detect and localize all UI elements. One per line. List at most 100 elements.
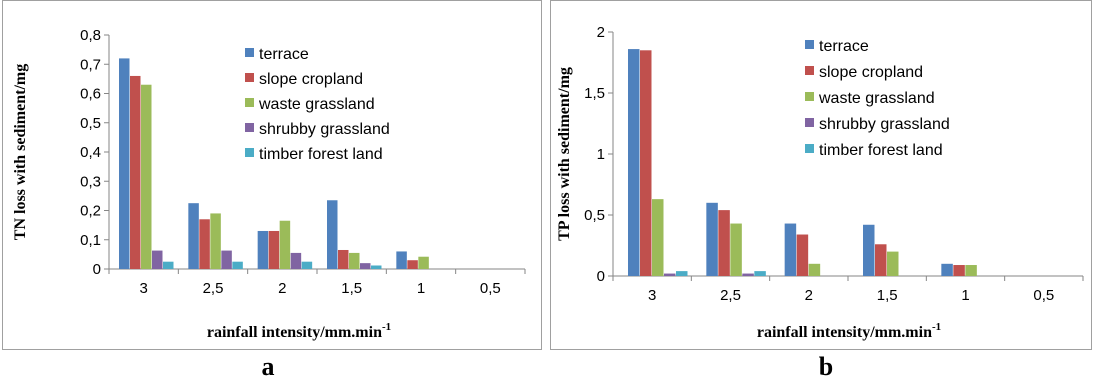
legend-label: shrubby grassland [819, 116, 950, 133]
y-tick-label: 0,2 [80, 203, 101, 220]
legend-label: timber forest land [259, 146, 383, 163]
bar-slope-cropland [953, 265, 965, 276]
bar-terrace [257, 230, 269, 269]
bar-waste-grassland [808, 263, 821, 276]
legend-swatch-slope-cropland [805, 66, 814, 75]
bar-slope-cropland [796, 234, 809, 276]
bar-terrace [941, 263, 953, 276]
x-tick-label: 1 [961, 287, 969, 304]
panel-label-b: b [818, 352, 834, 381]
bar-terrace [628, 49, 640, 276]
bar-waste-grassland [279, 220, 291, 269]
bar-slope-cropland [268, 230, 280, 269]
x-tick-label: 1,5 [341, 280, 362, 297]
y-tick-label: 0,5 [584, 207, 605, 224]
x-tick-label: 0,5 [1033, 287, 1054, 304]
legend-swatch-shrubby-grassland [245, 123, 254, 132]
x-axis-title: rainfall intensity/mm.min-1 [207, 321, 391, 341]
x-axis-title-main: rainfall intensity/mm.min [757, 324, 932, 341]
legend-label: slope cropland [819, 64, 923, 81]
x-axis-title-unit-exponent: -1 [382, 321, 391, 333]
legend-label: terrace [259, 46, 309, 63]
bar-shrubby-grassland [664, 273, 676, 276]
legend-swatch-timber-forest-land [245, 148, 254, 157]
x-tick-label: 2 [805, 287, 813, 304]
bar-slope-cropland [640, 50, 652, 276]
legend-swatch-slope-cropland [245, 73, 254, 82]
bar-waste-grassland [965, 265, 977, 276]
y-tick-label: 0 [597, 268, 605, 285]
bar-terrace [784, 223, 797, 276]
x-axis-title: rainfall intensity/mm.min-1 [757, 321, 941, 341]
bar-waste-grassland [418, 256, 429, 269]
y-tick-label: 0,3 [80, 173, 101, 190]
legend-label: timber forest land [819, 142, 943, 159]
bar-slope-cropland [407, 260, 418, 269]
bar-terrace [119, 58, 130, 270]
bar-timber-forest-land [371, 265, 382, 269]
x-axis-title-main: rainfall intensity/mm.min [207, 324, 382, 341]
bar-timber-forest-land [232, 261, 243, 269]
bar-shrubby-grassland [290, 252, 302, 269]
bar-slope-cropland [338, 249, 349, 269]
bar-waste-grassland [210, 213, 221, 269]
x-axis-title-unit-exponent: -1 [932, 321, 941, 333]
y-tick-label: 0,1 [80, 232, 101, 249]
bar-terrace [863, 224, 875, 276]
legend-label: terrace [819, 38, 869, 55]
bar-shrubby-grassland [221, 250, 232, 269]
y-tick-label: 0,6 [80, 86, 101, 103]
bar-slope-cropland [718, 210, 730, 276]
legend-swatch-terrace [805, 40, 814, 49]
x-tick-label: 3 [648, 287, 656, 304]
y-tick-label: 1 [597, 146, 605, 163]
legend-swatch-waste-grassland [805, 92, 814, 101]
bar-waste-grassland [141, 84, 152, 269]
y-tick-label: 2 [597, 24, 605, 41]
y-tick-label: 0,5 [80, 115, 101, 132]
x-tick-label: 1,5 [877, 287, 898, 304]
legend-label: waste grassland [818, 90, 935, 107]
chart-panel-b: 0 0,5 1 1,5 2 3 2,5 2 1,5 1 0,5 TP loss with sedime… [550, 0, 1092, 350]
legend-label: shrubby grassland [259, 121, 390, 138]
bar-waste-grassland [652, 199, 664, 276]
tp-loss-chart: 0 0,5 1 1,5 2 3 2,5 2 1,5 1 0,5 TP loss with sedime… [556, 24, 1084, 341]
bar-slope-cropland [130, 75, 141, 269]
y-tick-label: 1,5 [584, 85, 605, 102]
y-axis-title: TP loss with sediment/mg [556, 67, 573, 241]
bar-timber-forest-land [301, 261, 313, 269]
legend-swatch-waste-grassland [245, 98, 254, 107]
bar-shrubby-grassland [742, 273, 754, 276]
bar-shrubby-grassland [152, 250, 163, 269]
bar-waste-grassland [887, 251, 899, 276]
y-tick-label: 0,8 [80, 27, 101, 44]
bar-terrace [188, 203, 199, 269]
x-tick-label: 2,5 [203, 280, 224, 297]
bar-timber-forest-land [754, 271, 766, 276]
y-tick-label: 0 [93, 261, 101, 278]
x-tick-label: 0,5 [480, 280, 501, 297]
x-tick-label: 3 [139, 280, 147, 297]
legend-swatch-shrubby-grassland [805, 118, 814, 127]
tn-loss-chart: 0 0,1 0,2 0,3 0,4 0,5 0,6 0,7 0,8 3 2,5 2 1,5 1 0,5 TN … [12, 27, 526, 341]
x-tick-label: 2 [278, 280, 286, 297]
bar-slope-cropland [875, 244, 887, 276]
bar-timber-forest-land [163, 261, 174, 269]
y-tick-label: 0,7 [80, 56, 101, 73]
x-tick-label: 1 [417, 280, 425, 297]
panel-label-a: a [261, 352, 275, 381]
bar-waste-grassland [730, 223, 742, 276]
bar-timber-forest-land [676, 271, 688, 276]
y-axis-title: TN loss with sediment/mg [12, 64, 29, 240]
bar-terrace [327, 200, 338, 269]
bar-waste-grassland [349, 252, 360, 269]
legend-swatch-timber-forest-land [805, 144, 814, 153]
bar-terrace [706, 202, 718, 276]
y-tick-label: 0,4 [80, 144, 101, 161]
bar-slope-cropland [199, 219, 210, 269]
bar-terrace [396, 251, 407, 269]
legend-label: slope cropland [259, 71, 363, 88]
x-tick-label: 2,5 [720, 287, 741, 304]
legend-label: waste grassland [258, 96, 375, 113]
bar-shrubby-grassland [360, 263, 371, 269]
